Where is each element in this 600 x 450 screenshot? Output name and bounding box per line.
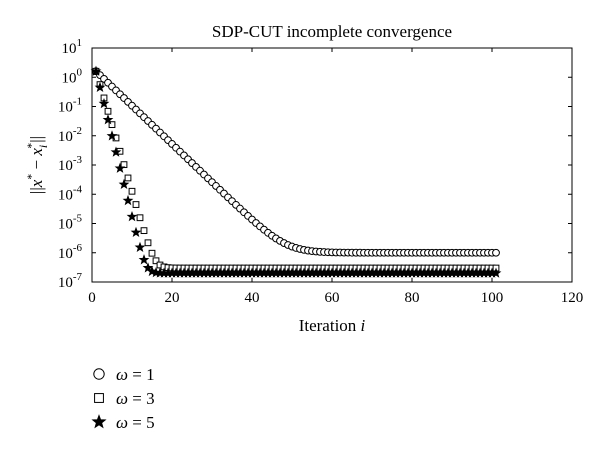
legend-marker-square bbox=[94, 393, 104, 403]
series-star bbox=[90, 65, 502, 278]
x-tick-label: 0 bbox=[88, 290, 96, 306]
data-point bbox=[140, 227, 148, 235]
y-axis: 101 100 10-1 10-2 10-3 10-4 10-5 10-6 10-7 bbox=[58, 37, 572, 291]
x-axis: 0 20 40 60 80 100 120 bbox=[88, 48, 583, 306]
data-point bbox=[148, 249, 156, 257]
data-point bbox=[130, 226, 142, 238]
data-point bbox=[104, 107, 112, 115]
x-axis-label: Iteration i bbox=[299, 316, 366, 335]
legend: ω = 1 ω = 3 ω = 5 bbox=[91, 365, 155, 432]
data-point bbox=[144, 239, 152, 247]
x-tick-label: 80 bbox=[405, 290, 420, 306]
y-tick-label: 10-4 bbox=[58, 183, 83, 203]
legend-label: ω = 5 bbox=[116, 413, 155, 432]
y-tick-label: 101 bbox=[62, 37, 83, 57]
data-point bbox=[126, 210, 138, 222]
data-point bbox=[98, 97, 110, 109]
data-point bbox=[134, 241, 146, 252]
x-tick-label: 40 bbox=[245, 290, 260, 306]
data-point bbox=[132, 201, 140, 208]
data-point bbox=[114, 162, 126, 173]
series-layer bbox=[90, 65, 502, 278]
chart-title: SDP-CUT incomplete convergence bbox=[212, 22, 452, 41]
data-point bbox=[138, 254, 150, 265]
plot-frame bbox=[91, 47, 573, 283]
legend-marker-circle bbox=[93, 368, 105, 380]
y-tick-label: 10-3 bbox=[58, 154, 83, 174]
x-tick-label: 20 bbox=[165, 290, 180, 306]
data-point bbox=[118, 178, 130, 190]
y-axis-label: ||x* − xi*|| bbox=[24, 136, 50, 194]
data-point bbox=[124, 174, 132, 182]
legend-label: ω = 3 bbox=[116, 389, 155, 408]
x-tick-label: 120 bbox=[561, 290, 584, 306]
legend-label: ω = 1 bbox=[116, 365, 155, 384]
y-tick-label: 10-6 bbox=[58, 242, 83, 262]
y-tick-label: 10-1 bbox=[58, 96, 82, 116]
data-point bbox=[94, 81, 106, 93]
y-tick-label: 10-7 bbox=[58, 271, 83, 291]
y-tick-label: 10-2 bbox=[58, 125, 82, 145]
data-point bbox=[490, 267, 502, 278]
data-point bbox=[110, 146, 122, 157]
y-tick-label: 100 bbox=[62, 66, 83, 86]
data-point bbox=[108, 121, 116, 129]
series-square bbox=[92, 67, 500, 272]
data-point bbox=[128, 187, 136, 195]
x-tick-label: 100 bbox=[481, 290, 504, 306]
data-point bbox=[136, 214, 144, 222]
legend-marker-star bbox=[91, 414, 107, 429]
data-point bbox=[122, 194, 134, 206]
data-point bbox=[492, 248, 500, 257]
y-tick-label: 10-5 bbox=[58, 213, 83, 233]
data-point bbox=[106, 130, 118, 141]
series-circle bbox=[92, 67, 500, 257]
x-tick-label: 60 bbox=[325, 290, 340, 306]
data-point bbox=[152, 257, 160, 265]
data-point bbox=[90, 65, 102, 76]
data-point bbox=[102, 114, 114, 125]
